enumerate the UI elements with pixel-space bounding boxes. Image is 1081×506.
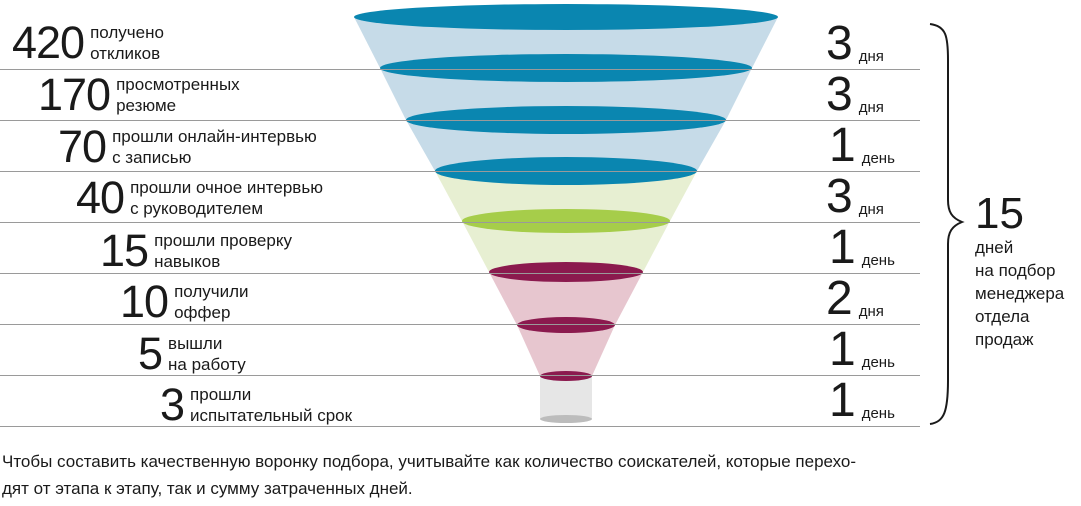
stage-count: 5 bbox=[138, 328, 163, 379]
total-days-label: на подбор bbox=[975, 261, 1056, 280]
funnel-section bbox=[406, 120, 726, 171]
funnel-section bbox=[489, 272, 643, 325]
funnel-section bbox=[517, 325, 615, 376]
stage-days: 3 дня bbox=[826, 71, 884, 119]
funnel-stage-disc bbox=[489, 262, 643, 282]
stage-row-reviewed: 170 просмотренных резюме bbox=[38, 72, 240, 117]
funnel-stage-disc bbox=[540, 371, 592, 381]
stage-count: 70 bbox=[58, 121, 107, 172]
days-number: 1 bbox=[829, 221, 856, 274]
days-unit: дня bbox=[858, 99, 884, 116]
stage-days: 3 дня bbox=[826, 173, 884, 221]
days-unit: дня bbox=[858, 303, 884, 320]
stage-count: 10 bbox=[120, 276, 169, 327]
row-divider bbox=[0, 375, 920, 376]
total-days-label: продаж bbox=[975, 330, 1034, 349]
stage-description: вышли на работу bbox=[168, 333, 246, 374]
stage-count: 15 bbox=[100, 225, 149, 276]
row-divider bbox=[0, 120, 920, 121]
funnel-stage-disc bbox=[354, 4, 778, 30]
stage-days: 1 день bbox=[829, 326, 895, 374]
stage-row-skills-check: 15 прошли проверку навыков bbox=[100, 228, 292, 273]
days-number: 2 bbox=[826, 272, 853, 325]
funnel-stage-disc bbox=[462, 209, 670, 233]
days-number: 3 bbox=[826, 17, 853, 70]
total-days-label: отдела bbox=[975, 307, 1030, 326]
stage-count: 420 bbox=[12, 17, 85, 68]
stage-row-online-interview: 70 прошли онлайн-интервью с записью bbox=[58, 124, 317, 169]
row-divider bbox=[0, 171, 920, 172]
funnel-stage-disc bbox=[380, 54, 752, 82]
days-number: 3 bbox=[826, 68, 853, 121]
total-days-label: менеджера bbox=[975, 284, 1065, 303]
stage-count: 40 bbox=[76, 172, 125, 223]
funnel-base-disc bbox=[540, 415, 592, 423]
row-divider bbox=[0, 426, 920, 427]
total-bracket bbox=[929, 23, 965, 425]
days-number: 1 bbox=[829, 374, 856, 427]
funnel-stage-disc bbox=[517, 317, 615, 333]
stage-days: 1 день bbox=[829, 122, 895, 170]
days-number: 3 bbox=[826, 170, 853, 223]
stage-days: 1 день bbox=[829, 224, 895, 272]
days-unit: день bbox=[861, 354, 895, 371]
row-divider bbox=[0, 324, 920, 325]
stage-description: прошли проверку навыков bbox=[154, 230, 292, 271]
caption-line: Чтобы составить качественную воронку под… bbox=[2, 452, 857, 471]
stage-description: прошли испытательный срок bbox=[190, 384, 353, 425]
row-divider bbox=[0, 273, 920, 274]
stage-count: 170 bbox=[38, 69, 111, 120]
stage-description: просмотренных резюме bbox=[116, 74, 240, 115]
stage-row-probation: 3 прошли испытательный срок bbox=[160, 382, 352, 427]
days-unit: день bbox=[861, 150, 895, 167]
stage-description: получили оффер bbox=[174, 281, 249, 322]
stage-days: 1 день bbox=[829, 377, 895, 425]
stage-count: 3 bbox=[160, 379, 185, 430]
stage-row-received: 420 получено откликов bbox=[12, 20, 164, 65]
funnel-section bbox=[435, 171, 697, 221]
funnel-section bbox=[380, 68, 752, 120]
total-days-label: дней bbox=[975, 238, 1014, 257]
days-unit: дня bbox=[858, 201, 884, 218]
stage-row-manager-interview: 40 прошли очное интервью с руководителем bbox=[76, 175, 323, 220]
row-divider bbox=[0, 69, 920, 70]
funnel-section bbox=[354, 17, 778, 68]
stage-row-started-work: 5 вышли на работу bbox=[138, 331, 246, 376]
caption-line: дят от этапа к этапу, так и сумму затрач… bbox=[2, 479, 413, 498]
total-days-number: 15 bbox=[975, 189, 1024, 238]
stage-description: получено откликов bbox=[90, 22, 164, 63]
days-number: 1 bbox=[829, 323, 856, 376]
days-number: 1 bbox=[829, 119, 856, 172]
days-unit: день bbox=[861, 252, 895, 269]
funnel-section bbox=[462, 221, 670, 272]
stage-days: 2 дня bbox=[826, 275, 884, 323]
row-divider bbox=[0, 222, 920, 223]
stage-description: прошли онлайн-интервью с записью bbox=[112, 126, 317, 167]
total-days-summary: 15 дней на подбор менеджера отдела прода… bbox=[975, 192, 1079, 351]
days-unit: день bbox=[861, 405, 895, 422]
caption-text: Чтобы составить качественную воронку под… bbox=[2, 448, 1012, 502]
funnel-section bbox=[540, 376, 592, 419]
stage-row-offer: 10 получили оффер bbox=[120, 279, 249, 324]
stage-days: 3 дня bbox=[826, 20, 884, 68]
days-unit: дня bbox=[858, 48, 884, 65]
stage-description: прошли очное интервью с руководителем bbox=[130, 177, 323, 218]
